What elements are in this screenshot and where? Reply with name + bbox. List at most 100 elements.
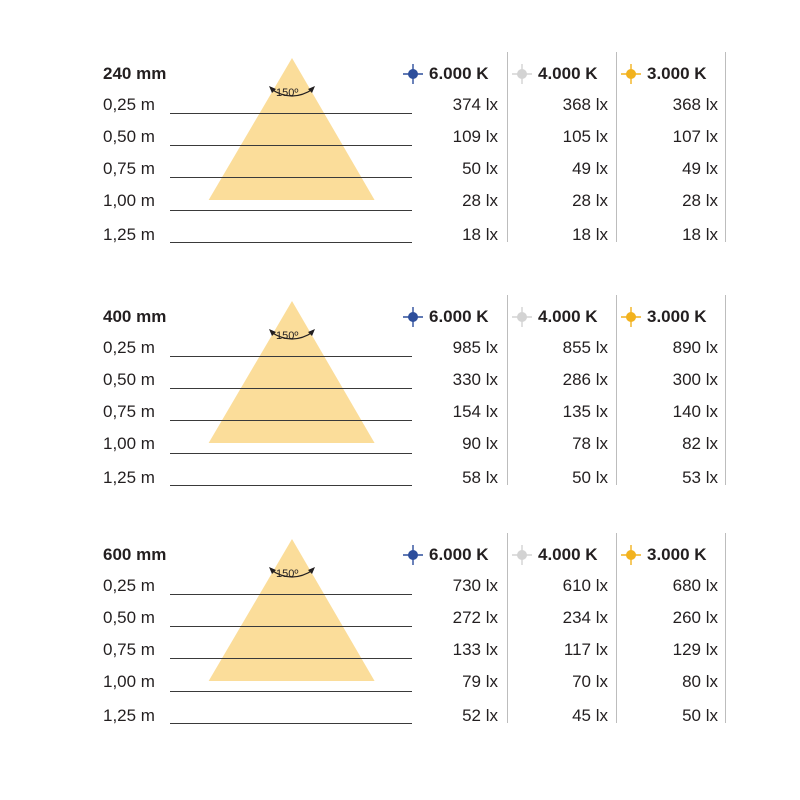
lux-value: 610 lx (562, 576, 608, 595)
lux-value: 18 lx (682, 225, 718, 244)
column-separator (616, 533, 617, 723)
lux-value: 730 lx (452, 576, 498, 595)
sparkle-icon (403, 545, 423, 565)
distance-label: 0,75 m (103, 640, 155, 659)
lux-value: 53 lx (682, 468, 718, 487)
sparkle-icon (403, 64, 423, 84)
lux-value: 260 lx (672, 608, 718, 627)
lux-value: 70 lx (572, 672, 608, 691)
distance-line (170, 242, 412, 243)
color-temp-label: 3.000 K (647, 64, 707, 83)
angle-arc-icon (269, 567, 315, 578)
distance-line (170, 210, 412, 211)
lux-value: 107 lx (672, 127, 718, 146)
lux-value: 78 lx (572, 434, 608, 453)
lux-value: 49 lx (572, 159, 608, 178)
lux-value: 140 lx (672, 402, 718, 421)
lux-value: 154 lx (452, 402, 498, 421)
lux-value: 985 lx (452, 338, 498, 357)
lux-value: 79 lx (462, 672, 498, 691)
lux-value: 52 lx (462, 706, 498, 725)
distance-label: 1,25 m (103, 468, 155, 487)
distance-label: 0,25 m (103, 338, 155, 357)
lux-value: 368 lx (672, 95, 718, 114)
panel-title: 240 mm (103, 64, 167, 83)
color-temp-label: 6.000 K (429, 307, 489, 326)
distance-label: 0,50 m (103, 127, 155, 146)
color-temp-header: 6.000 K (403, 545, 489, 565)
distance-label: 0,75 m (103, 159, 155, 178)
column-separator (616, 52, 617, 242)
distance-line (170, 145, 412, 146)
column-separator (725, 295, 726, 485)
lux-value: 855 lx (562, 338, 608, 357)
sparkle-icon (403, 307, 423, 327)
distance-line (170, 594, 412, 595)
lux-value: 28 lx (682, 191, 718, 210)
lux-value: 374 lx (452, 95, 498, 114)
distance-line (170, 658, 412, 659)
distance-line (170, 177, 412, 178)
color-temp-header: 6.000 K (403, 307, 489, 327)
color-temp-header: 4.000 K (512, 307, 598, 327)
lux-value: 129 lx (672, 640, 718, 659)
lighting-panel: 150º 240 mm 0,25 m 0,50 m 0,75 m 1,00 m 1,25 m… (0, 0, 800, 244)
lux-value: 28 lx (572, 191, 608, 210)
distance-line (170, 691, 412, 692)
column-separator (616, 295, 617, 485)
beam-triangle-graphic (208, 539, 375, 681)
lux-value: 368 lx (562, 95, 608, 114)
lux-value: 300 lx (672, 370, 718, 389)
beam-angle-label: 150º (276, 568, 299, 580)
lux-value: 109 lx (452, 127, 498, 146)
color-temp-label: 6.000 K (429, 545, 489, 564)
sparkle-icon (512, 64, 532, 84)
distance-line (170, 356, 412, 357)
color-temp-label: 3.000 K (647, 307, 707, 326)
beam-cone (208, 301, 375, 443)
angle-arc-icon (269, 86, 315, 97)
color-temp-header: 6.000 K (403, 64, 489, 84)
lux-value: 105 lx (562, 127, 608, 146)
angle-arc-icon (269, 329, 315, 340)
sparkle-icon (621, 307, 641, 327)
distance-label: 0,75 m (103, 402, 155, 421)
lux-value: 45 lx (572, 706, 608, 725)
distance-label: 0,25 m (103, 576, 155, 595)
lux-value: 80 lx (682, 672, 718, 691)
panel-title: 600 mm (103, 545, 167, 564)
distance-label: 1,25 m (103, 706, 155, 725)
lux-value: 50 lx (572, 468, 608, 487)
color-temp-label: 4.000 K (538, 64, 598, 83)
lux-value: 90 lx (462, 434, 498, 453)
lux-value: 18 lx (572, 225, 608, 244)
column-separator (507, 52, 508, 242)
lux-value: 82 lx (682, 434, 718, 453)
color-temp-label: 4.000 K (538, 307, 598, 326)
color-temp-label: 3.000 K (647, 545, 707, 564)
color-temp-header: 3.000 K (621, 64, 707, 84)
lux-value: 680 lx (672, 576, 718, 595)
distance-label: 1,00 m (103, 191, 155, 210)
lux-value: 18 lx (462, 225, 498, 244)
lighting-panel: 150º 600 mm 0,25 m 0,50 m 0,75 m 1,00 m 1,25 m… (0, 481, 800, 725)
distance-label: 1,00 m (103, 672, 155, 691)
lux-value: 286 lx (562, 370, 608, 389)
lux-value: 58 lx (462, 468, 498, 487)
distance-line (170, 388, 412, 389)
beam-angle-label: 150º (276, 330, 299, 342)
color-temp-header: 4.000 K (512, 545, 598, 565)
lighting-panel: 150º 400 mm 0,25 m 0,50 m 0,75 m 1,00 m 1,25 m… (0, 243, 800, 487)
distance-line (170, 626, 412, 627)
lux-value: 117 lx (563, 640, 608, 659)
lux-value: 50 lx (682, 706, 718, 725)
lux-value: 330 lx (452, 370, 498, 389)
beam-cone (208, 58, 375, 200)
lux-value: 890 lx (672, 338, 718, 357)
column-separator (725, 533, 726, 723)
distance-line (170, 485, 412, 486)
color-temp-header: 3.000 K (621, 545, 707, 565)
column-separator (507, 295, 508, 485)
sparkle-icon (512, 307, 532, 327)
sparkle-icon (621, 64, 641, 84)
